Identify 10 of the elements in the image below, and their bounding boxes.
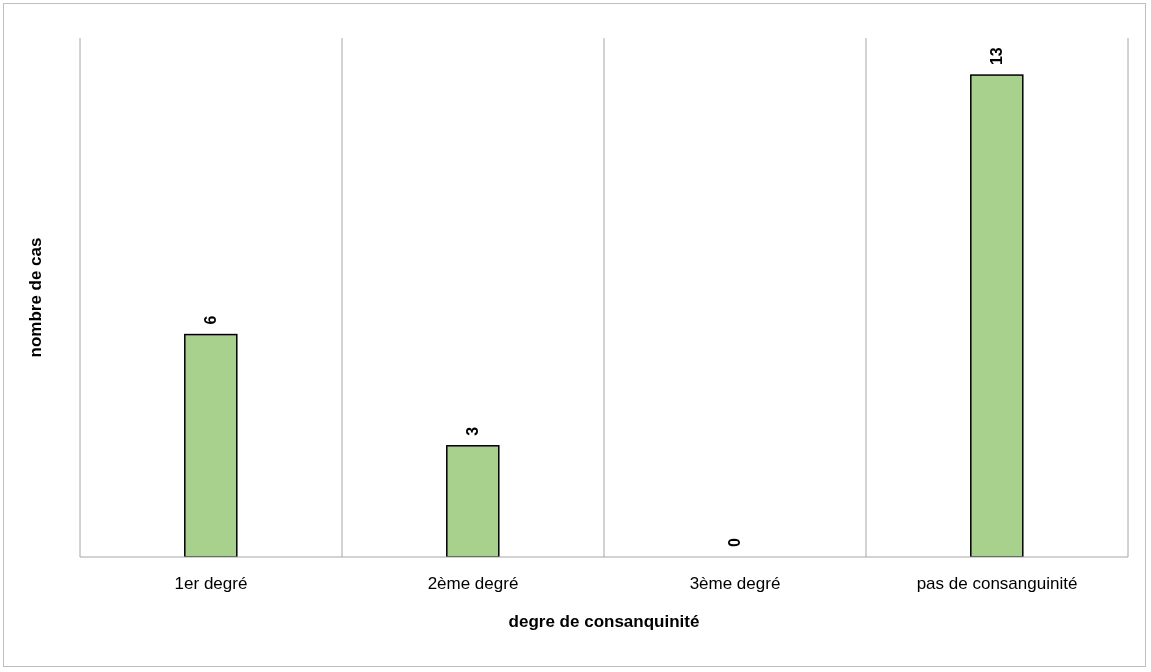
x-tick-label: pas de consanguinité: [916, 574, 1078, 594]
x-tick-label: 2ème degré: [427, 574, 519, 594]
data-label: 0: [726, 538, 744, 547]
x-tick-label: 1er degré: [174, 574, 248, 594]
data-label: 13: [988, 47, 1006, 66]
y-axis-title: nombre de cas: [26, 237, 46, 358]
x-axis-title: degre de consanquinité: [508, 612, 700, 631]
data-label: 3: [464, 426, 482, 436]
data-label: 6: [202, 315, 220, 325]
x-tick-label: 3ème degré: [689, 574, 781, 594]
